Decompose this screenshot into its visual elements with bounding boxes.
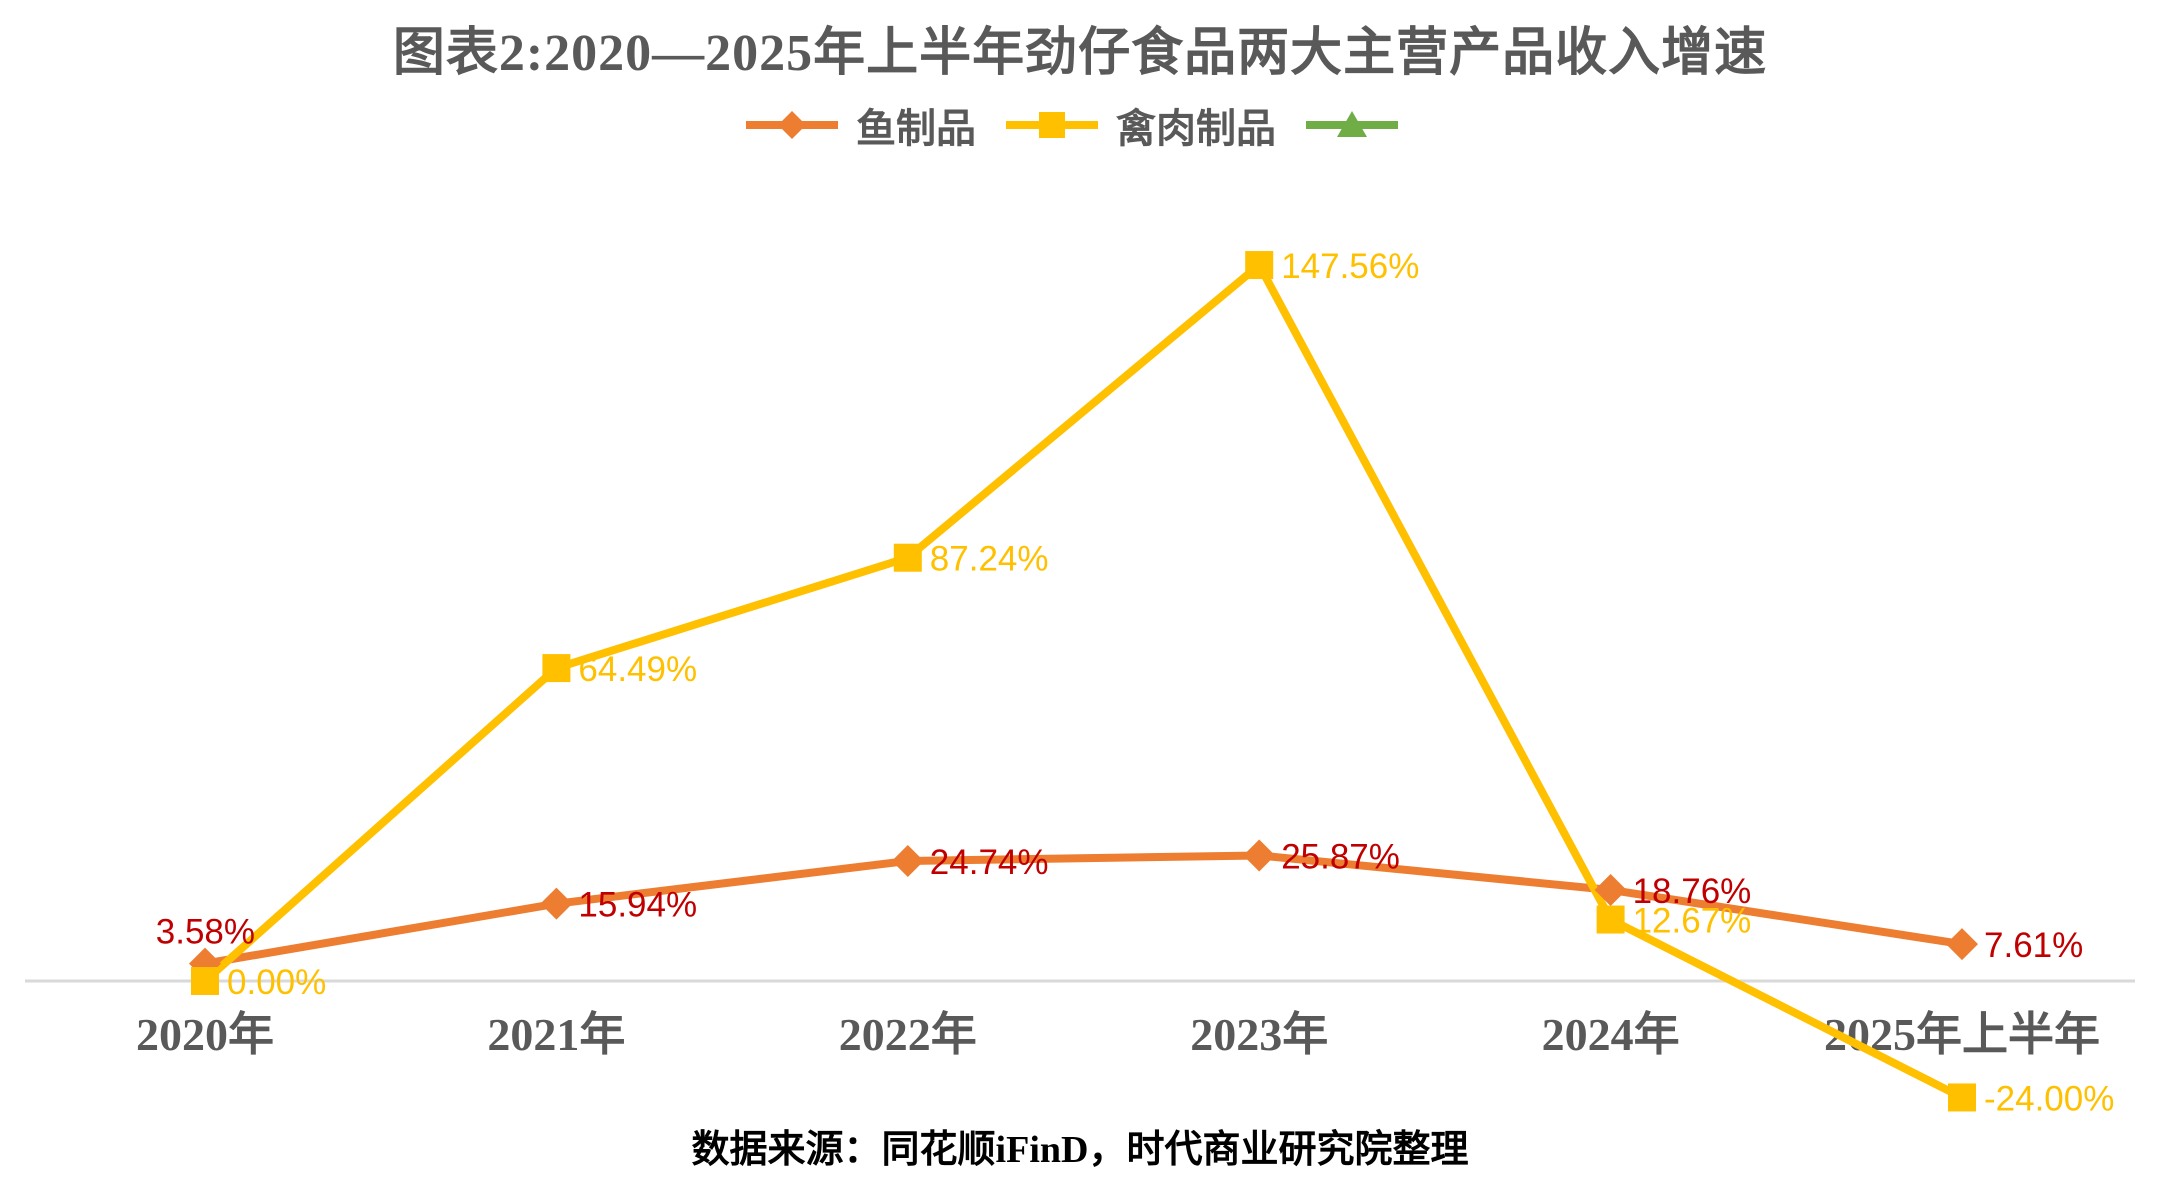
data-point-marker <box>1946 928 1978 961</box>
data-point-label: 64.49% <box>578 650 697 689</box>
x-axis-label: 2021年 <box>487 1009 625 1060</box>
data-point-marker <box>1243 839 1276 872</box>
data-point-label: -24.00% <box>1984 1079 2114 1118</box>
data-point-marker <box>542 654 571 683</box>
data-point-label: 25.87% <box>1281 837 1400 876</box>
data-point-label: 3.58% <box>156 913 255 952</box>
x-axis-label: 2022年 <box>839 1009 977 1060</box>
data-point-marker <box>891 844 924 877</box>
data-point-label: 147.56% <box>1281 247 1419 286</box>
fish-series-marker-icon <box>746 111 838 139</box>
x-axis-label: 2024年 <box>1542 1009 1680 1060</box>
data-source-note: 数据来源：同花顺iFinD，时代商业研究院整理 <box>691 1129 1469 1171</box>
data-point-label: 15.94% <box>578 886 697 925</box>
data-point-marker <box>1948 1083 1976 1112</box>
chart-title: 图表2:2020—2025年上半年劲仔食品两大主营产品收入增速 <box>392 25 1768 82</box>
legend-label-poultry: 禽肉制品 <box>1116 106 1276 151</box>
chart-legend: 鱼制品 禽肉制品 <box>0 96 2160 154</box>
data-point-label: 87.24% <box>930 540 1049 579</box>
data-point-label: 0.00% <box>227 963 326 1002</box>
data-point-label: 18.76% <box>1633 872 1752 911</box>
data-point-marker <box>540 887 573 920</box>
data-point-marker <box>1245 251 1274 280</box>
legend-label-fish: 鱼制品 <box>856 106 976 151</box>
data-point-marker <box>893 543 922 572</box>
legend-item-fish: 鱼制品 <box>744 96 976 154</box>
legend-item-third <box>1304 108 1416 142</box>
poultry-series-marker-icon <box>1006 112 1098 138</box>
series-line-poultry <box>202 261 1964 1102</box>
series-line-fish <box>204 851 1963 968</box>
x-axis-label: 2020年 <box>136 1009 274 1060</box>
data-point-label: 12.67% <box>1633 902 1752 941</box>
data-point-marker <box>1596 905 1625 934</box>
third-series-marker-icon <box>1306 111 1398 137</box>
legend-item-poultry: 禽肉制品 <box>1004 96 1276 154</box>
data-point-label: 7.61% <box>1984 926 2083 965</box>
data-point-marker <box>191 967 219 995</box>
data-point-marker <box>1594 873 1627 906</box>
x-axis-label: 2023年 <box>1190 1009 1328 1060</box>
data-point-label: 24.74% <box>930 843 1049 882</box>
